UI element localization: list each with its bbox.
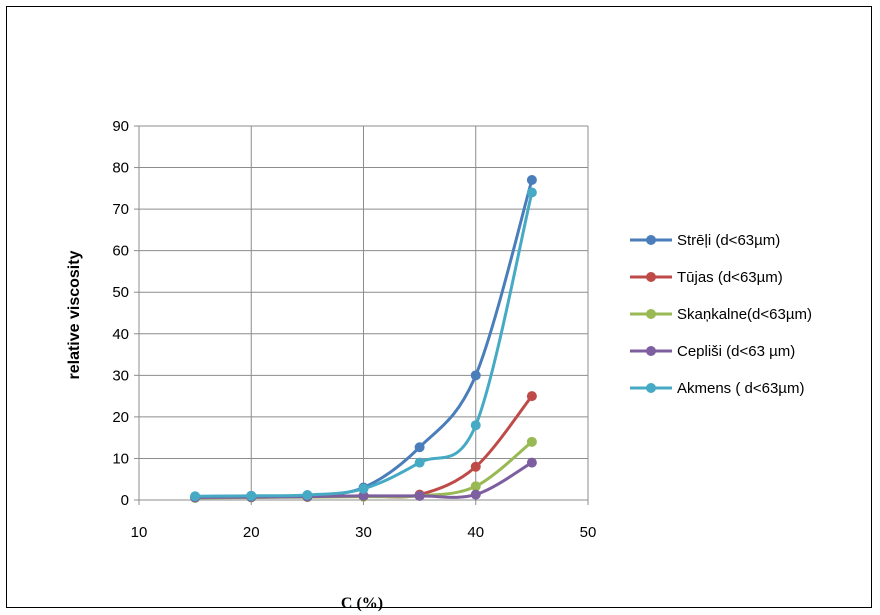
series-5-point bbox=[526, 187, 537, 198]
series-1-point bbox=[470, 370, 481, 381]
series-4-point bbox=[470, 489, 481, 500]
series-5-point bbox=[358, 483, 369, 494]
x-tick-label: 40 bbox=[467, 524, 484, 541]
series-5-point bbox=[414, 457, 425, 468]
grid-lines bbox=[139, 125, 589, 500]
series-1-point bbox=[414, 442, 425, 453]
axes bbox=[134, 125, 589, 505]
legend: Strēļi (d<63µm) Tūjas (d<63µm) Skaņkalne(d… bbox=[630, 232, 812, 397]
legend-item: Tūjas (d<63µm) bbox=[630, 269, 783, 286]
y-tick-label: 20 bbox=[112, 409, 129, 426]
y-tick-label: 40 bbox=[112, 326, 129, 343]
series-4-point bbox=[526, 457, 537, 468]
y-tick-label: 30 bbox=[112, 367, 129, 384]
y-axis-label: relative viscosity bbox=[66, 250, 83, 379]
series-5 bbox=[190, 187, 537, 502]
series-2-point bbox=[526, 391, 537, 402]
series-lines bbox=[190, 175, 537, 503]
x-tick-label: 50 bbox=[580, 524, 597, 541]
legend-swatch-marker bbox=[646, 346, 656, 356]
legend-item: Akmens ( d<63µm) bbox=[630, 380, 804, 397]
series-5-point bbox=[190, 491, 201, 502]
series-1-point bbox=[526, 175, 537, 186]
x-axis-label: C (%) bbox=[341, 595, 383, 612]
series-5-point bbox=[302, 490, 313, 501]
x-tick-label: 10 bbox=[131, 524, 148, 541]
legend-swatch-marker bbox=[646, 235, 656, 245]
series-5-point bbox=[246, 490, 257, 501]
legend-label: Cepliši (d<63 µm) bbox=[677, 343, 795, 360]
legend-item: Skaņkalne(d<63µm) bbox=[630, 306, 812, 323]
legend-swatch-marker bbox=[646, 309, 656, 319]
series-3-point bbox=[526, 436, 537, 447]
y-tick-label: 50 bbox=[112, 284, 129, 301]
y-tick-label: 80 bbox=[112, 160, 129, 177]
y-tick-label: 70 bbox=[112, 201, 129, 218]
series-4-point bbox=[414, 490, 425, 501]
x-tick-label: 30 bbox=[355, 524, 372, 541]
series-5-point bbox=[470, 420, 481, 431]
series-2-point bbox=[470, 461, 481, 472]
series-4-point bbox=[358, 490, 369, 501]
legend-item: Cepliši (d<63 µm) bbox=[630, 343, 795, 360]
chart-frame bbox=[6, 6, 872, 608]
legend-item: Strēļi (d<63µm) bbox=[630, 232, 780, 249]
legend-label: Strēļi (d<63µm) bbox=[677, 232, 780, 249]
y-tick-label: 60 bbox=[112, 243, 129, 260]
legend-label: Skaņkalne(d<63µm) bbox=[677, 306, 812, 323]
y-tick-label: 0 bbox=[121, 492, 129, 509]
legend-swatch-marker bbox=[646, 272, 656, 282]
x-tick-label: 20 bbox=[243, 524, 260, 541]
legend-label: Tūjas (d<63µm) bbox=[677, 269, 783, 286]
legend-swatch-marker bbox=[646, 383, 656, 393]
y-tick-label: 90 bbox=[112, 118, 129, 135]
series-3-point bbox=[470, 481, 481, 492]
legend-label: Akmens ( d<63µm) bbox=[677, 380, 804, 397]
y-tick-label: 10 bbox=[112, 450, 129, 467]
